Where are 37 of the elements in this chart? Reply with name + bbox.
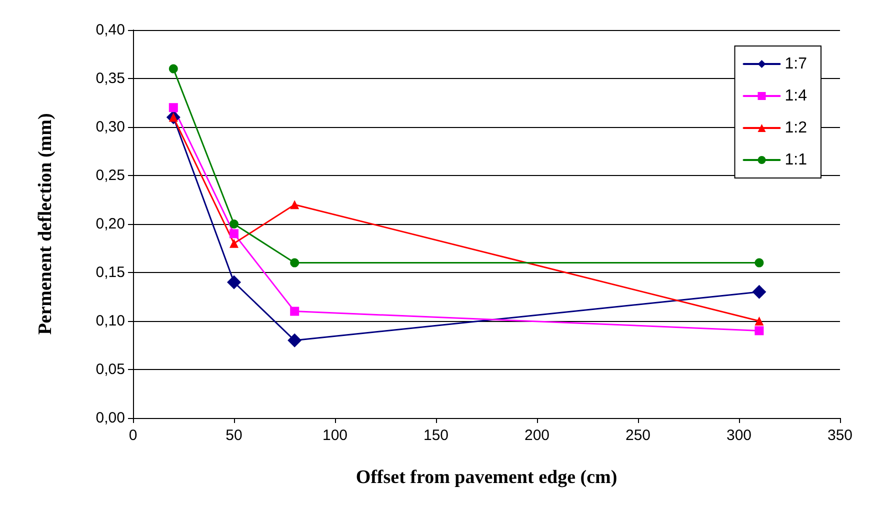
point bbox=[227, 275, 241, 290]
point bbox=[290, 258, 300, 268]
y-axis-title: Permenent deflection (mm) bbox=[35, 113, 56, 335]
x-tick-label: 0 bbox=[128, 427, 138, 444]
point bbox=[230, 238, 238, 248]
y-tick-label: 0,25 bbox=[96, 167, 125, 184]
point bbox=[290, 306, 300, 316]
y-tick-label: 0,30 bbox=[96, 118, 125, 136]
x-tick-label: 300 bbox=[726, 427, 752, 444]
point bbox=[290, 200, 300, 210]
x-tick-label: 200 bbox=[524, 427, 550, 444]
x-tick-label: 350 bbox=[827, 427, 853, 444]
point bbox=[168, 64, 178, 74]
point bbox=[754, 258, 764, 268]
x-tick-label: 50 bbox=[226, 427, 242, 444]
legend-label: 1:1 bbox=[784, 152, 808, 168]
y-tick-label: 0,35 bbox=[96, 70, 125, 87]
point bbox=[230, 229, 238, 238]
legend-label: 1:4 bbox=[784, 88, 808, 104]
legend-label: 1:2 bbox=[784, 120, 808, 136]
x-tick-label: 250 bbox=[625, 427, 651, 444]
x-tick-label: 150 bbox=[423, 427, 449, 444]
y-tick-label: 0,15 bbox=[96, 264, 125, 281]
y-tick-label: 0,20 bbox=[96, 216, 125, 232]
point bbox=[752, 284, 766, 299]
point bbox=[288, 333, 302, 348]
point bbox=[754, 316, 764, 326]
x-tick-label: 100 bbox=[322, 427, 348, 444]
y-tick-label: 0,05 bbox=[96, 361, 125, 378]
y-tick-label: 0,40 bbox=[96, 22, 125, 38]
point bbox=[754, 326, 764, 336]
y-tick-label: 0,00 bbox=[96, 410, 125, 426]
x-axis-title: Offset from pavement edge (cm) bbox=[356, 467, 618, 488]
legend-label: 1:7 bbox=[784, 56, 808, 72]
point bbox=[168, 103, 178, 112]
point bbox=[230, 220, 238, 228]
y-tick-label: 0,10 bbox=[96, 312, 125, 330]
